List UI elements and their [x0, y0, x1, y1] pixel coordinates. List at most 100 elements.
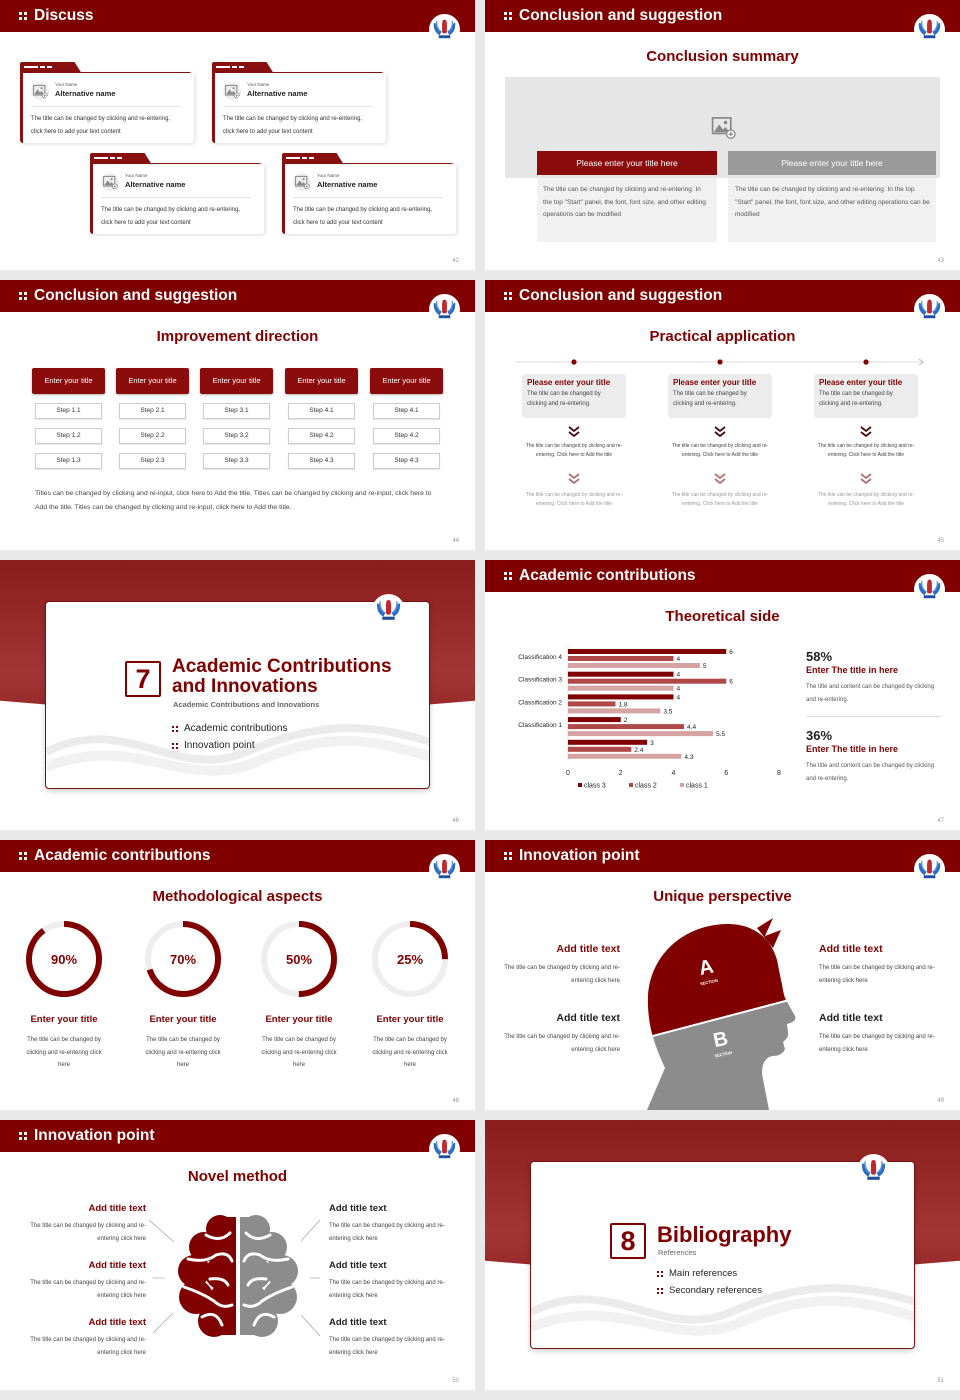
section-title: Bibliography — [657, 1222, 792, 1247]
timeline — [515, 358, 924, 366]
ring-progress — [145, 921, 221, 997]
page-number: 46 — [452, 818, 459, 824]
slide-title: Academic contributions — [34, 847, 211, 864]
university-logo — [429, 294, 460, 325]
slide-43[interactable]: Conclusion and suggestion Conclusion sum… — [485, 0, 960, 270]
data-label: 2 — [624, 717, 628, 724]
ring-progress — [26, 921, 102, 997]
title-button-1[interactable]: Please enter your title here — [537, 151, 717, 175]
legend-swatch — [578, 783, 582, 787]
bar — [568, 671, 674, 677]
data-label: 5.5 — [716, 731, 725, 738]
bullet-item: Main references — [657, 1268, 737, 1279]
slide-50[interactable]: Innovation point Novel method Add title … — [0, 1120, 475, 1390]
card-label: Your Name — [55, 82, 78, 87]
bullet-label: Innovation point — [184, 740, 255, 751]
stat-text: The title and content can be changed by … — [806, 763, 935, 782]
slide-49[interactable]: Innovation point Unique perspective A SE… — [485, 840, 960, 1110]
card-name: Alternative name — [317, 180, 378, 189]
slide-title: Conclusion and suggestion — [519, 7, 723, 24]
bullet-label: Main references — [669, 1268, 738, 1279]
university-logo — [429, 1134, 460, 1165]
university-logo — [914, 854, 945, 885]
item-title: Add title text — [819, 1012, 883, 1024]
bar — [568, 663, 700, 668]
slide-48[interactable]: Academic contributions Methodological as… — [0, 840, 475, 1110]
head-silhouette: A SECTION B SECTION — [645, 918, 797, 1110]
double-chevron-down-icon — [567, 473, 581, 485]
slide-47[interactable]: Academic contributions Theoretical side … — [485, 560, 960, 830]
category-label: Classification 1 — [518, 722, 562, 729]
grid-dots-icon — [172, 743, 180, 751]
card-name: Alternative name — [55, 89, 116, 98]
grid-dots-icon — [504, 572, 512, 580]
profile-card: Your Name Alternative name The title can b… — [212, 62, 386, 143]
legend-swatch — [629, 783, 633, 787]
section-number: 7 — [125, 661, 161, 697]
bar — [568, 746, 632, 752]
box-text: The title can be changed by clicking and… — [819, 391, 893, 407]
bar — [568, 701, 616, 707]
data-label: 3 — [650, 740, 654, 747]
slide-header: Discuss — [0, 0, 475, 32]
detail-text: The title can be changed by clicking and… — [671, 492, 769, 508]
step-item: Step 3.3 — [203, 453, 270, 469]
bar — [568, 708, 661, 714]
slide-45[interactable]: Conclusion and suggestion Practical appl… — [485, 280, 960, 550]
step-item: Step 3.2 — [203, 428, 270, 444]
university-logo — [914, 14, 945, 45]
application-box: Please enter your title The title can be … — [522, 374, 626, 418]
slide-51[interactable]: 8 Bibliography References Main reference… — [485, 1120, 960, 1390]
grid-dots-icon — [504, 292, 512, 300]
divider — [806, 716, 941, 717]
bar — [568, 694, 674, 700]
slide-44[interactable]: Conclusion and suggestion Improvement di… — [0, 280, 475, 550]
card-name: Alternative name — [247, 89, 308, 98]
double-chevron-down-icon — [859, 426, 873, 438]
double-chevron-down-icon — [713, 426, 727, 438]
item-title: Add title text — [329, 1260, 387, 1271]
slide-header: Academic contributions — [0, 840, 475, 872]
text-box: The title can be changed by clicking and… — [537, 178, 717, 242]
ring-percent: 90% — [51, 952, 77, 967]
stat-text: The title and content can be changed by … — [806, 684, 935, 703]
x-tick-label: 4 — [672, 770, 676, 777]
ring-title: Enter your title — [30, 1014, 98, 1025]
page-number: 50 — [452, 1378, 459, 1384]
slide-42[interactable]: Discuss Your Name Alternative name The tit… — [0, 0, 475, 270]
title-button-2[interactable]: Please enter your title here — [728, 151, 936, 175]
card-name: Alternative name — [125, 180, 186, 189]
grid-dots-icon — [172, 726, 180, 734]
item-title: Add title text — [556, 1012, 620, 1024]
step-item: Step 2.1 — [119, 403, 186, 419]
data-label: 4 — [677, 686, 681, 693]
legend-label: class 2 — [635, 783, 657, 790]
page-number: 49 — [937, 1098, 944, 1104]
slide-title: Discuss — [34, 7, 94, 24]
grid-dots-icon — [19, 292, 27, 300]
slide-title: Conclusion and suggestion — [34, 287, 238, 304]
application-box: Please enter your title The title can be … — [814, 374, 918, 418]
data-label: 6 — [729, 679, 733, 686]
detail-text: The title can be changed by clicking and… — [525, 492, 623, 508]
card-label: Your Name — [247, 82, 270, 87]
section-heading: Methodological aspects — [152, 888, 323, 905]
ring-percent: 70% — [170, 952, 196, 967]
step-item: Step 1.2 — [35, 428, 102, 444]
bar — [568, 753, 682, 759]
grid-dots-icon — [657, 1271, 665, 1279]
step-item: Step 4.3 — [373, 453, 440, 469]
slide-46[interactable]: 7 Academic Contributions and Innovations… — [0, 560, 475, 830]
data-label: 5 — [703, 663, 707, 670]
legend-label: class 3 — [584, 783, 606, 790]
grid-dots-icon — [504, 852, 512, 860]
step-item: Step 4.2 — [288, 428, 355, 444]
wave-decoration — [531, 1284, 914, 1336]
section-title: Academic Contributions and Innovations — [172, 656, 392, 697]
ring-text: The title can be changed by clicking and… — [26, 1037, 102, 1068]
item-text: The title can be changed by clicking and… — [329, 1337, 445, 1356]
data-label: 3.5 — [663, 708, 672, 715]
university-logo — [914, 294, 945, 325]
item-title: Add title text — [556, 943, 620, 955]
university-logo — [857, 1154, 890, 1187]
